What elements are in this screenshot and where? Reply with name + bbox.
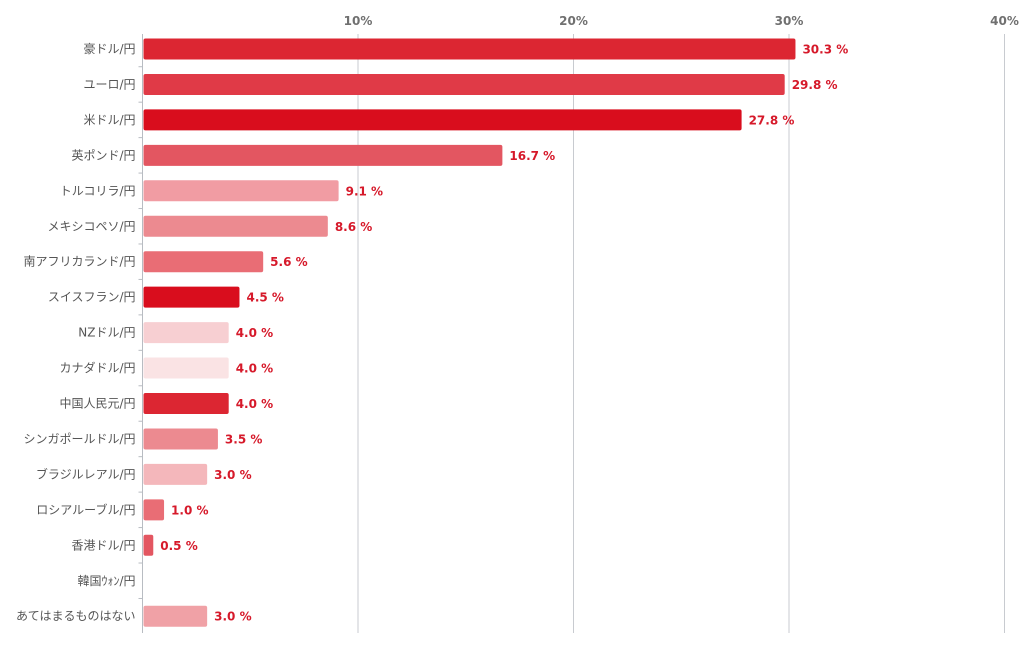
data-label: 3.5 % — [225, 432, 262, 446]
bar — [143, 428, 218, 450]
bar — [143, 605, 208, 627]
category-label: 豪ドル/円 — [83, 41, 135, 56]
category-label: NZドル/円 — [78, 326, 135, 340]
bar — [143, 286, 240, 308]
data-label: 27.8 % — [749, 113, 795, 127]
x-axis-tick-labels: 10% 20% 30% 40% — [344, 14, 1019, 28]
data-label: 0.5 % — [160, 539, 197, 553]
category-label: 南アフリカランド/円 — [23, 254, 135, 269]
data-label: 30.3 % — [802, 43, 848, 57]
category-label: シンガポールドル/円 — [23, 432, 135, 446]
data-label: 3.0 % — [214, 468, 251, 482]
category-label: メキシコペソ/円 — [47, 219, 135, 233]
bar — [143, 144, 503, 166]
bar — [143, 251, 264, 273]
data-label: 4.0 % — [236, 397, 273, 411]
bar — [143, 322, 229, 344]
bar — [143, 463, 208, 485]
category-label: ブラジルレアル/円 — [36, 466, 136, 481]
data-label: 4.0 % — [236, 326, 273, 340]
bar — [143, 393, 229, 414]
x-tick-label: 40% — [990, 14, 1019, 28]
data-label: 1.0 % — [171, 503, 208, 517]
gridlines — [357, 34, 1005, 633]
category-label: 韓国ｳｫﾝ/円 — [77, 574, 135, 588]
data-label: 5.6 % — [270, 255, 307, 269]
x-tick-label: 20% — [559, 14, 588, 28]
bar — [143, 109, 742, 131]
category-label: スイスフラン/円 — [48, 290, 136, 304]
data-label: 8.6 % — [335, 220, 372, 234]
category-label: 中国人民元/円 — [59, 396, 135, 411]
data-label: 9.1 % — [346, 184, 383, 198]
bar — [143, 534, 154, 556]
bar — [143, 180, 339, 202]
category-label: カナダドル/円 — [59, 360, 135, 375]
bar — [143, 38, 796, 60]
data-label: 16.7 % — [509, 149, 555, 163]
data-label: 4.0 % — [236, 362, 273, 376]
bar — [143, 215, 328, 237]
bar — [143, 357, 229, 379]
category-label: 英ポンド/円 — [71, 148, 135, 162]
category-label: 米ドル/円 — [83, 113, 135, 127]
data-label: 4.5 % — [246, 291, 283, 305]
x-tick-label: 30% — [775, 14, 804, 28]
x-tick-label: 10% — [344, 14, 373, 28]
category-label: トルコリラ/円 — [60, 184, 136, 198]
category-label: あてはまるものはない — [16, 609, 136, 623]
y-axis — [138, 34, 143, 633]
data-label: 3.0 % — [214, 610, 251, 624]
category-label: ユーロ/円 — [83, 77, 135, 91]
labels: 豪ドル/円 30.3 % ユーロ/円 29.8 % 米ドル/円 27.8 % 英ポンド/円 1… — [16, 41, 848, 624]
bars — [143, 38, 796, 627]
data-label: 29.8 % — [792, 78, 838, 92]
category-label: 香港ドル/円 — [71, 538, 135, 552]
bar — [143, 73, 785, 95]
category-label: ロシアルーブル/円 — [36, 502, 135, 517]
bar — [143, 499, 165, 521]
